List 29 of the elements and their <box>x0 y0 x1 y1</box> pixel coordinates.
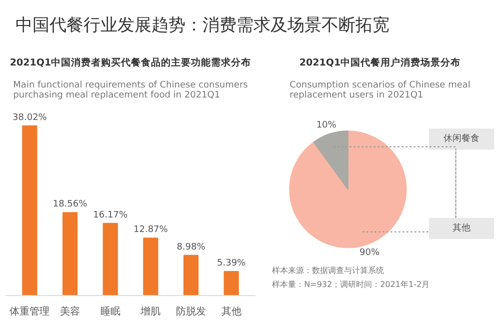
bar <box>62 212 78 296</box>
data-label: 5.39% <box>217 258 246 268</box>
text: 样本来源：数据调查与计算系统 <box>272 266 384 275</box>
data-label: 16.17% <box>93 210 128 220</box>
data-label: 10% <box>316 120 337 131</box>
bar <box>224 270 239 296</box>
data-label: 8.98% <box>176 242 206 252</box>
data-label: 18.56% <box>52 200 88 210</box>
x-tick-label: 防脱发 <box>176 306 206 318</box>
bar <box>143 238 158 296</box>
slice-label: 其他 <box>452 222 471 234</box>
x-tick-label: 其他 <box>221 306 242 318</box>
slice-label: 休闲餐食 <box>444 133 480 144</box>
data-label: 90% <box>360 248 380 258</box>
x-tick-label: 体重管理 <box>10 306 50 318</box>
text: 样本量：N=932；调研时间：2021年1-2月 <box>272 280 430 289</box>
x-tick-label: 增肌 <box>140 306 161 318</box>
bar <box>102 222 118 296</box>
chart-subtitle: Main functional requirements of Chinese consumers purchasing meal replacement food in 2021Q1 <box>13 80 248 100</box>
x-tick-label: 睡眠 <box>100 306 120 318</box>
data-label: 38.02% <box>12 112 48 123</box>
chart-title: 2021Q1中国消费者购买代餐食品的主要功能需求分布 <box>10 56 252 68</box>
chart-title: 2021Q1中国代餐用户消费场景分布 <box>299 56 461 68</box>
bar <box>183 254 199 296</box>
text: 中国代餐行业发展趋势：消费需求及场景不断拓宽 <box>15 16 390 36</box>
chart-subtitle: Consumption scenarios of Chinese meal replacement users in 2021Q1 <box>290 80 470 100</box>
bar <box>22 125 38 296</box>
x-tick-label: 美容 <box>60 306 80 318</box>
data-label: 12.87% <box>134 225 168 236</box>
